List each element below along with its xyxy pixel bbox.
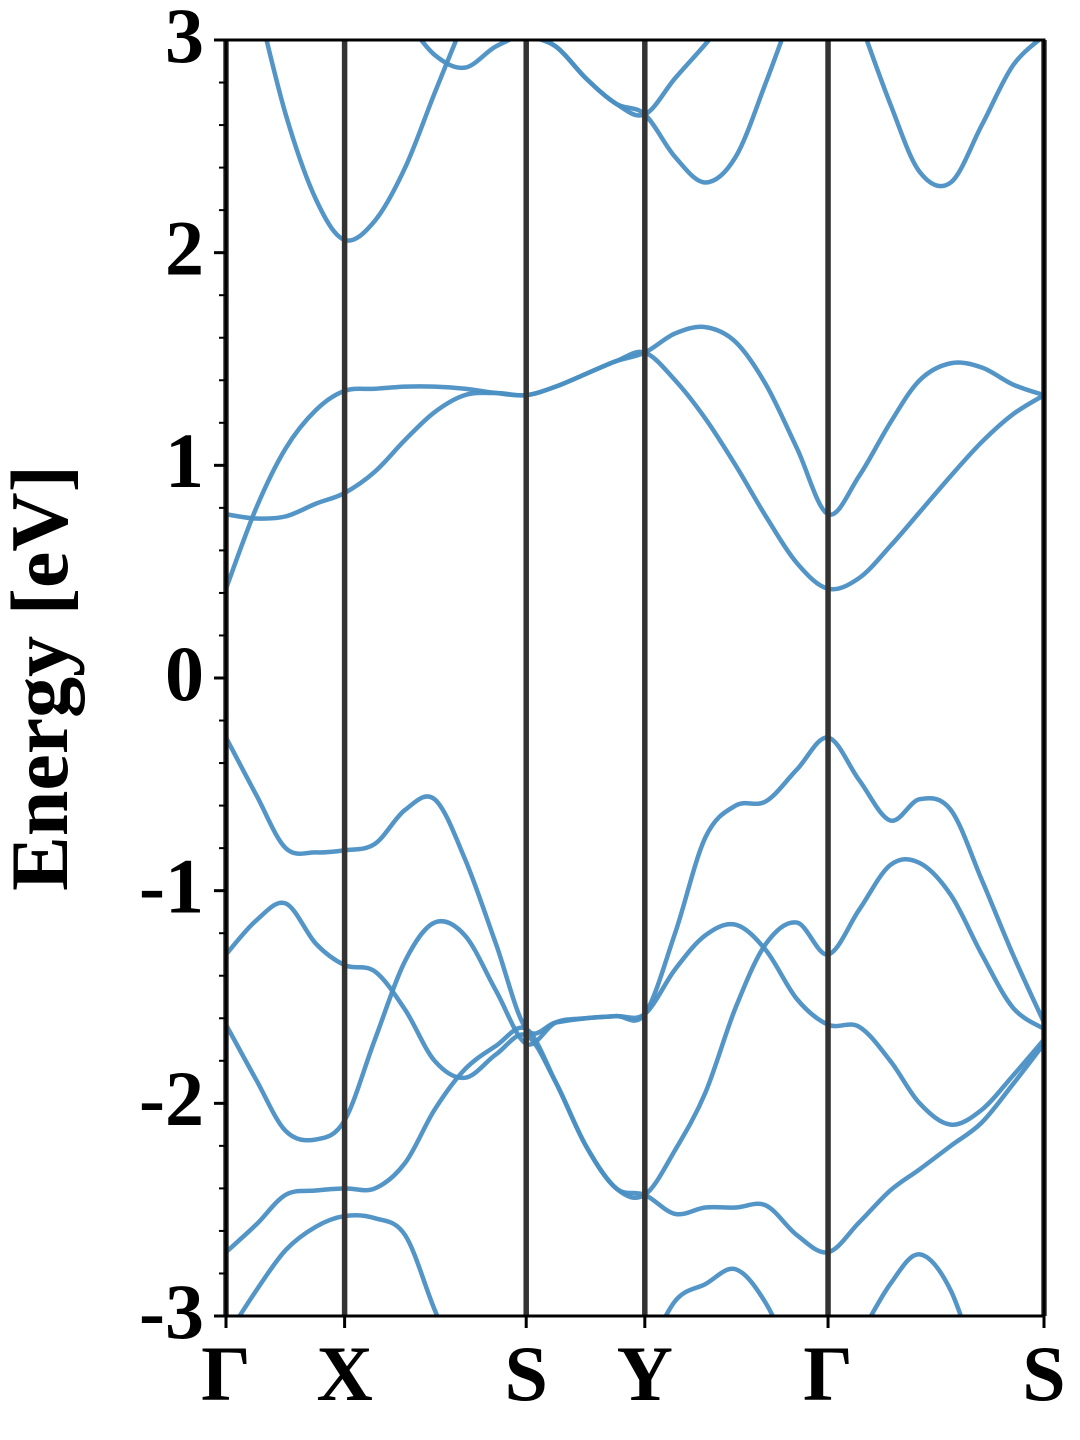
y-tick-label: 0 xyxy=(165,630,204,717)
band-line xyxy=(264,40,459,243)
y-tick-label: 1 xyxy=(165,417,204,504)
band-line xyxy=(226,1025,1044,1255)
x-tick-label: Y xyxy=(617,1330,673,1417)
y-tick-label: -3 xyxy=(139,1268,204,1355)
band-line xyxy=(226,735,1044,1036)
band-line xyxy=(226,349,1044,592)
x-tick-label: Γ xyxy=(201,1330,251,1417)
band-line xyxy=(868,1252,964,1316)
band-line xyxy=(533,40,712,118)
y-tick-label: -1 xyxy=(139,843,204,930)
y-tick-label: 3 xyxy=(165,0,204,79)
y-tick-label: 2 xyxy=(165,205,204,292)
band-line xyxy=(226,857,1044,1200)
band-line xyxy=(864,40,1043,189)
x-tick-label: Γ xyxy=(803,1330,853,1417)
band-line xyxy=(226,324,1044,590)
band-line xyxy=(663,1266,776,1316)
plot-frame xyxy=(224,38,1046,1318)
band-line xyxy=(226,918,1044,1143)
x-tick-label: S xyxy=(1022,1330,1065,1417)
x-tick-label: S xyxy=(505,1330,548,1417)
x-tick-label: X xyxy=(316,1330,372,1417)
y-tick-label: -2 xyxy=(139,1055,204,1142)
y-axis-label: Energy [eV] xyxy=(0,465,85,891)
plot-area xyxy=(226,40,1044,1316)
